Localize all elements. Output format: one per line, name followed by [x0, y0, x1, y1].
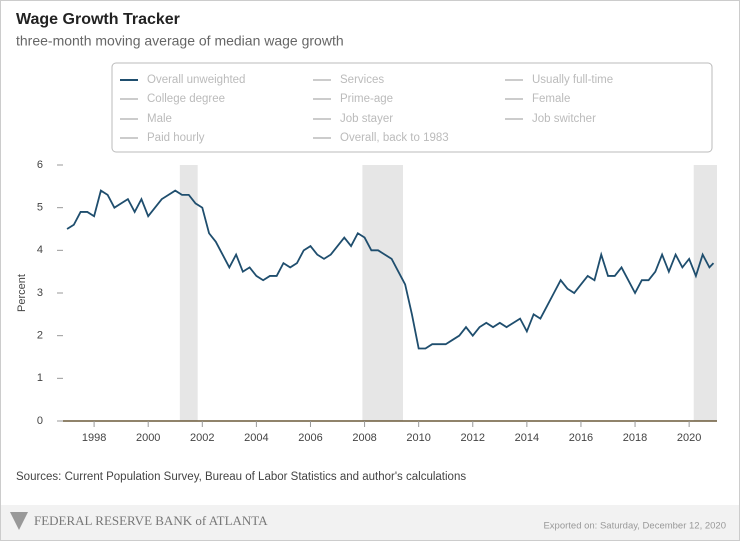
legend-label: College degree	[147, 93, 225, 105]
x-tick-label: 2016	[569, 432, 593, 444]
y-tick-label: 2	[37, 330, 43, 342]
y-tick-label: 3	[37, 287, 43, 299]
x-tick-label: 2002	[190, 432, 214, 444]
logo-icon	[10, 512, 28, 530]
legend-label: Job switcher	[532, 113, 596, 125]
legend-label: Female	[532, 93, 570, 105]
x-tick-label: 1998	[82, 432, 106, 444]
x-tick-label: 2014	[515, 432, 539, 444]
x-tick-label: 2006	[298, 432, 322, 444]
chart-title: Wage Growth Tracker	[16, 11, 180, 28]
legend-label: Services	[340, 74, 384, 86]
legend-label: Usually full-time	[532, 74, 613, 86]
legend-label: Male	[147, 113, 172, 125]
legend-label: Overall, back to 1983	[340, 132, 449, 144]
legend-label: Paid hourly	[147, 132, 205, 144]
x-tick-label: 2020	[677, 432, 701, 444]
x-tick-label: 2010	[406, 432, 430, 444]
x-tick-label: 2004	[244, 432, 268, 444]
y-tick-label: 6	[37, 159, 43, 171]
source: Sources: Current Population Survey, Bure…	[16, 471, 466, 483]
data-line	[66, 189, 715, 350]
y-tick-label: 1	[37, 372, 43, 384]
footer-left: FEDERAL RESERVE BANK of ATLANTA	[34, 513, 268, 528]
x-tick-label: 2018	[623, 432, 647, 444]
footer-right: Exported on: Saturday, December 12, 2020	[543, 521, 726, 532]
legend-label: Overall unweighted	[147, 74, 245, 86]
recession-band	[693, 165, 717, 421]
y-tick-label: 5	[37, 202, 43, 214]
legend-label: Job stayer	[340, 113, 393, 125]
y-tick-label: 0	[37, 415, 43, 427]
x-tick-label: 2012	[461, 432, 485, 444]
legend-label: Prime-age	[340, 93, 393, 105]
y-tick-label: 4	[37, 244, 43, 256]
recession-band	[179, 165, 198, 421]
legend-box	[111, 62, 713, 153]
footer-band	[1, 505, 739, 540]
y-axis-label: Percent	[16, 274, 28, 312]
recession-band	[362, 165, 403, 421]
x-tick-label: 2000	[136, 432, 160, 444]
x-tick-label: 2008	[352, 432, 376, 444]
chart-subtitle: three-month moving average of median wag…	[16, 33, 344, 49]
